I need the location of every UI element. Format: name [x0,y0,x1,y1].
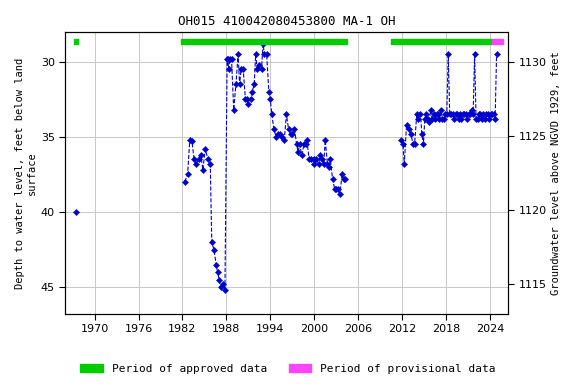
Y-axis label: Depth to water level, feet below land
surface: Depth to water level, feet below land su… [15,57,37,289]
Legend: Period of approved data, Period of provisional data: Period of approved data, Period of provi… [76,359,500,379]
Bar [492,39,503,45]
Title: OH015 410042080453800 MA-1 OH: OH015 410042080453800 MA-1 OH [178,15,396,28]
Bar [181,39,347,45]
Bar [74,39,78,45]
Y-axis label: Groundwater level above NGVD 1929, feet: Groundwater level above NGVD 1929, feet [551,51,561,295]
Bar [391,39,492,45]
